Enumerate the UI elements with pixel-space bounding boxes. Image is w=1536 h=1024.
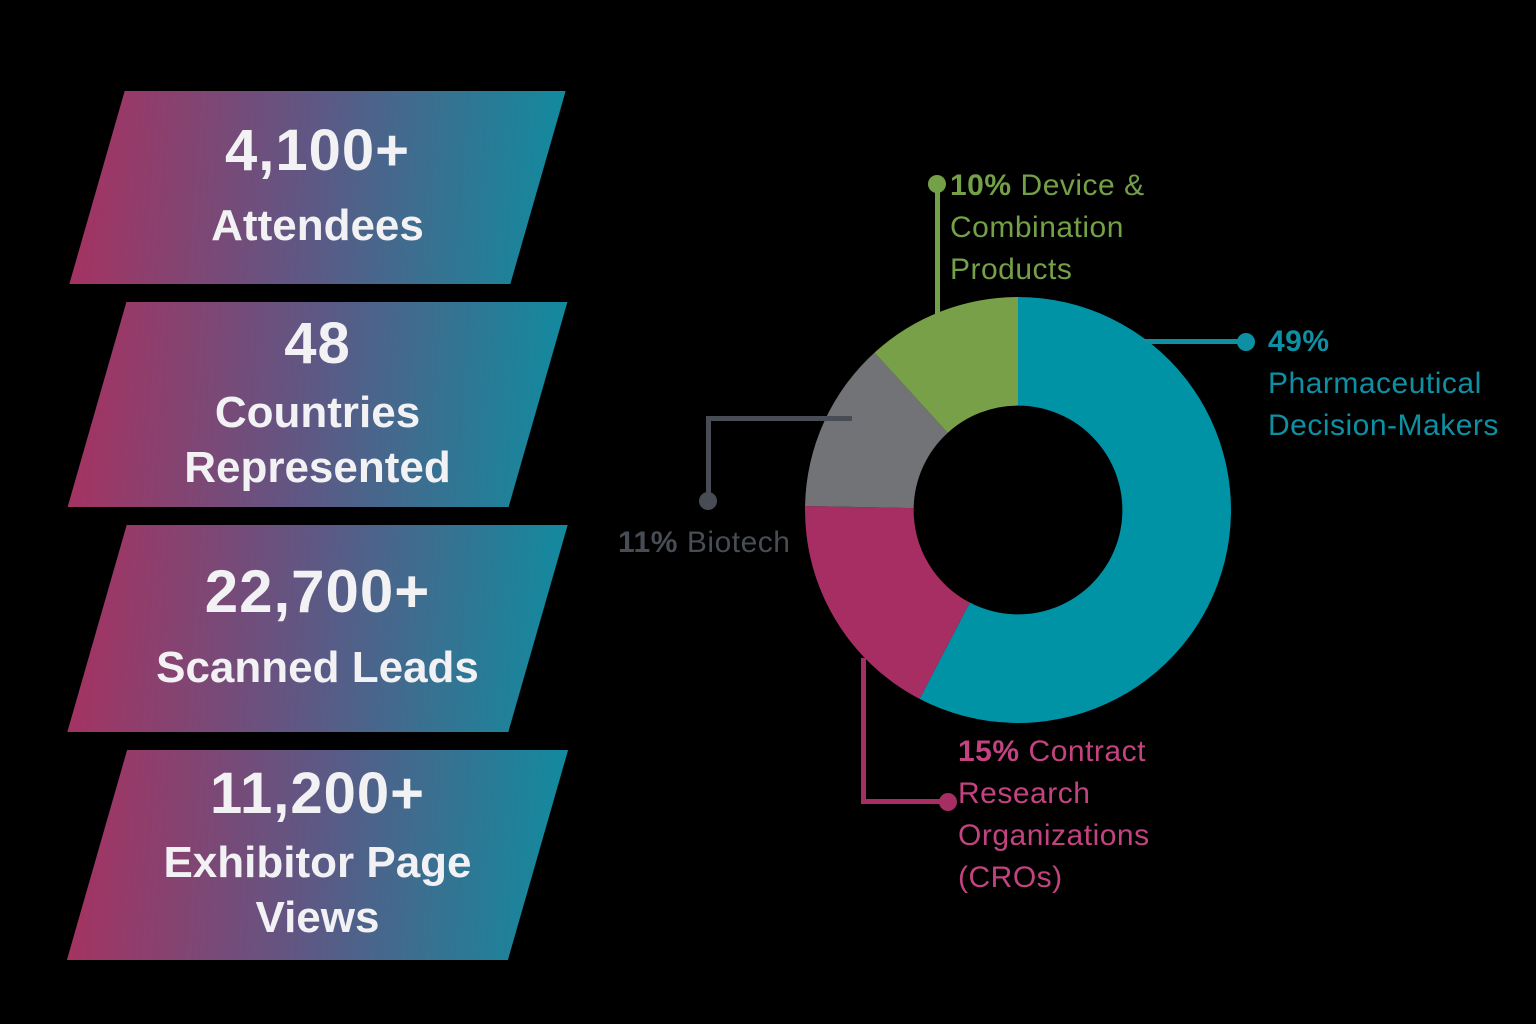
donut-segment	[805, 506, 970, 699]
segment-label-line: Pharmaceutical	[1268, 367, 1482, 400]
segment-text: Biotech	[686, 526, 791, 559]
banner-content: 22,700+ Scanned Leads	[97, 525, 538, 732]
donut-segment	[805, 352, 948, 509]
segment-label-line: 49%	[1268, 321, 1499, 363]
donut-svg	[805, 297, 1232, 723]
segment-label-device: 10% Device & Combination Products	[950, 165, 1145, 291]
segment-label-pharma: 49% Pharmaceutical Decision-Makers	[1268, 321, 1499, 447]
banner-content: 4,100+ Attendees	[97, 91, 538, 284]
segment-label-line: Combination	[950, 211, 1124, 244]
stat-label: Attendees	[211, 201, 424, 250]
leader-line-biotech-horizontal	[706, 416, 852, 421]
leader-dot-device	[928, 175, 946, 193]
segment-label-line: (CROs)	[958, 861, 1063, 894]
donut-chart	[805, 297, 1232, 723]
stat-banner-scanned-leads: 22,700+ Scanned Leads	[67, 525, 568, 732]
stat-label: Exhibitor Page Views	[163, 838, 472, 942]
leader-dot-biotech	[699, 492, 717, 510]
stat-value: 22,700+	[204, 558, 431, 625]
leader-line-pharma	[1142, 339, 1242, 344]
segment-pct: 49%	[1268, 325, 1330, 358]
segment-text: Device &	[1020, 169, 1145, 202]
stat-value: 4,100+	[224, 118, 410, 183]
stat-label: Scanned Leads	[156, 643, 479, 692]
segment-label-line: 15% Contract	[958, 731, 1150, 773]
leader-dot-pharma	[1237, 333, 1255, 351]
segment-label-line: Decision-Makers	[1268, 409, 1499, 442]
segment-text: Contract	[1028, 735, 1146, 768]
segment-pct: 15%	[958, 735, 1020, 768]
stat-banner-countries: 48 Countries Represented	[67, 302, 568, 507]
stat-value: 11,200+	[209, 761, 426, 826]
leader-line-cro-vertical	[861, 658, 866, 804]
stat-banner-exhibitor-page-views: 11,200+ Exhibitor Page Views	[66, 750, 569, 960]
leader-line-biotech-vertical	[706, 416, 711, 494]
banner-content: 11,200+ Exhibitor Page Views	[97, 750, 538, 960]
segment-pct: 11%	[618, 526, 678, 559]
stat-banner-attendees: 4,100+ Attendees	[69, 91, 566, 284]
segment-label-line: 10% Device &	[950, 165, 1145, 207]
segment-label-biotech: 11% Biotech	[618, 522, 790, 564]
leader-line-cro-horizontal	[861, 799, 945, 804]
leader-line-device-vertical	[935, 190, 940, 316]
segment-pct: 10%	[950, 169, 1012, 202]
segment-label-line: Products	[950, 253, 1073, 286]
banner-content: 48 Countries Represented	[97, 302, 538, 507]
leader-dot-cro	[939, 793, 957, 811]
stat-label: Countries Represented	[184, 387, 451, 492]
segment-label-line: 11% Biotech	[618, 522, 790, 564]
segment-label-cro: 15% Contract Research Organizations (CROs…	[958, 731, 1150, 899]
donut-segment	[919, 297, 1232, 723]
segment-label-line: Organizations	[958, 819, 1150, 852]
segment-label-line: Research	[958, 777, 1091, 810]
stat-value: 48	[284, 310, 351, 376]
donut-segment	[874, 297, 1018, 433]
